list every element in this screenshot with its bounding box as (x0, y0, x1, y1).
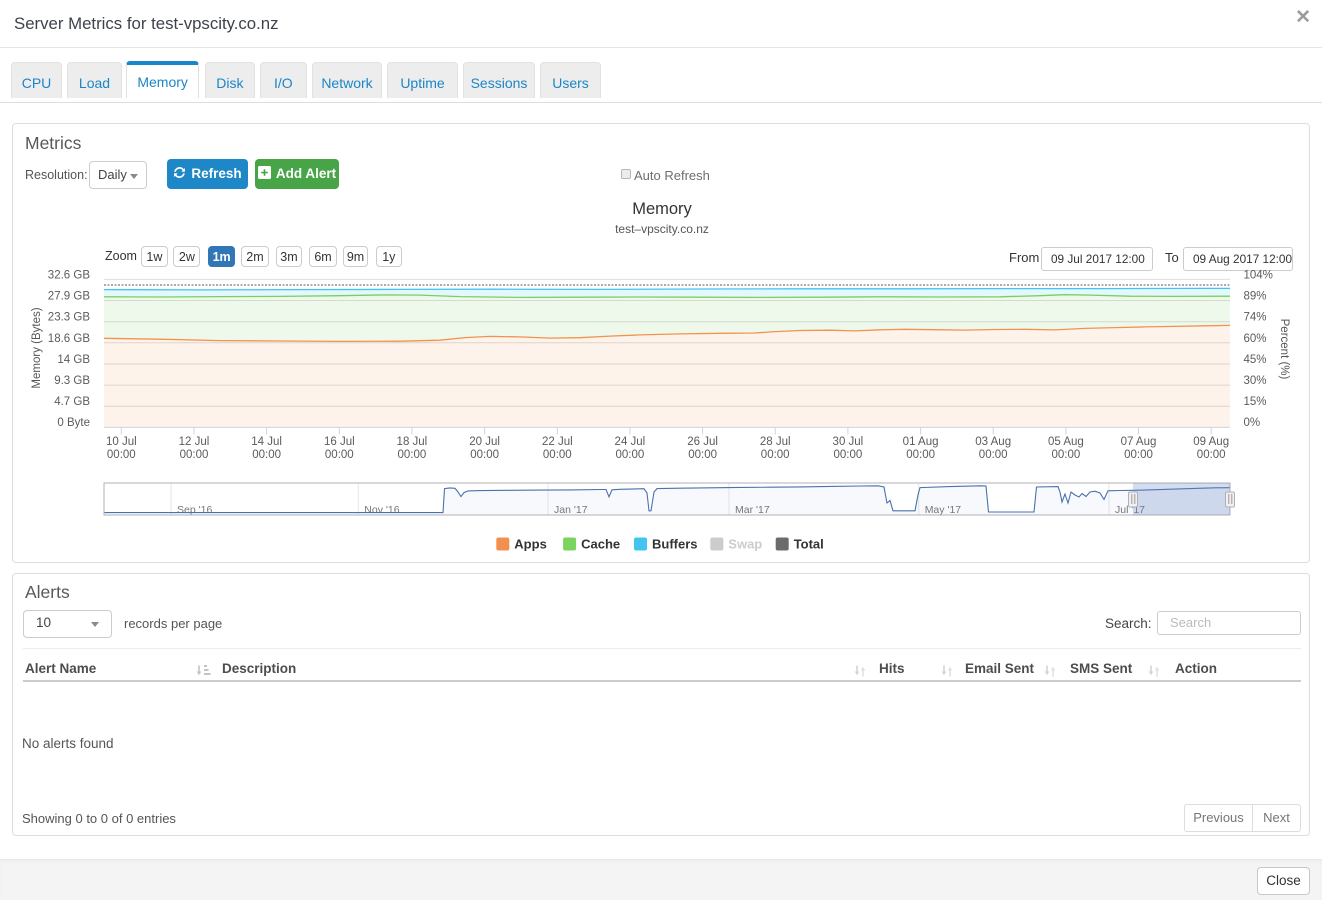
svg-text:07 Aug: 07 Aug (1121, 436, 1157, 448)
svg-text:22 Jul: 22 Jul (542, 436, 573, 448)
svg-text:00:00: 00:00 (107, 449, 136, 461)
svg-text:01 Aug: 01 Aug (903, 436, 939, 448)
svg-text:Percent (%): Percent (%) (1278, 319, 1290, 380)
svg-text:Buffers: Buffers (652, 537, 698, 552)
svg-text:60%: 60% (1244, 333, 1267, 345)
svg-text:00:00: 00:00 (688, 449, 717, 461)
svg-text:30 Jul: 30 Jul (833, 436, 864, 448)
svg-text:30%: 30% (1244, 375, 1267, 387)
svg-text:Cache: Cache (581, 537, 620, 552)
svg-text:0%: 0% (1244, 417, 1261, 429)
svg-text:0 Byte: 0 Byte (57, 417, 90, 429)
svg-text:14 Jul: 14 Jul (251, 436, 282, 448)
svg-text:Jul '17: Jul '17 (1115, 504, 1145, 516)
svg-text:Memory (Bytes): Memory (Bytes) (31, 307, 43, 388)
svg-text:20 Jul: 20 Jul (469, 436, 500, 448)
svg-text:00:00: 00:00 (252, 449, 281, 461)
svg-text:00:00: 00:00 (543, 449, 572, 461)
svg-text:23.3 GB: 23.3 GB (48, 312, 91, 324)
svg-text:16 Jul: 16 Jul (324, 436, 355, 448)
svg-text:00:00: 00:00 (616, 449, 645, 461)
svg-text:00:00: 00:00 (470, 449, 499, 461)
svg-text:18.6 GB: 18.6 GB (48, 333, 91, 345)
svg-text:26 Jul: 26 Jul (687, 436, 718, 448)
svg-text:00:00: 00:00 (325, 449, 354, 461)
svg-text:03 Aug: 03 Aug (975, 436, 1011, 448)
svg-text:Mar '17: Mar '17 (735, 504, 770, 516)
svg-text:32.6 GB: 32.6 GB (48, 270, 91, 282)
svg-text:Swap: Swap (728, 537, 762, 552)
svg-text:00:00: 00:00 (1197, 449, 1226, 461)
svg-text:27.9 GB: 27.9 GB (48, 291, 91, 303)
svg-text:9.3 GB: 9.3 GB (54, 375, 90, 387)
svg-text:00:00: 00:00 (1124, 449, 1153, 461)
svg-text:74%: 74% (1244, 312, 1267, 324)
svg-text:24 Jul: 24 Jul (615, 436, 646, 448)
svg-text:4.7 GB: 4.7 GB (54, 396, 90, 408)
svg-text:Jan '17: Jan '17 (554, 504, 588, 516)
svg-text:00:00: 00:00 (761, 449, 790, 461)
svg-text:00:00: 00:00 (1052, 449, 1081, 461)
svg-text:Total: Total (794, 537, 824, 552)
svg-text:12 Jul: 12 Jul (179, 436, 210, 448)
svg-text:00:00: 00:00 (398, 449, 427, 461)
svg-text:14 GB: 14 GB (57, 354, 90, 366)
svg-text:May '17: May '17 (925, 504, 962, 516)
svg-text:104%: 104% (1244, 270, 1273, 282)
svg-text:00:00: 00:00 (834, 449, 863, 461)
svg-text:09 Aug: 09 Aug (1193, 436, 1229, 448)
svg-text:45%: 45% (1244, 354, 1267, 366)
svg-text:28 Jul: 28 Jul (760, 436, 791, 448)
svg-text:00:00: 00:00 (979, 449, 1008, 461)
svg-text:18 Jul: 18 Jul (397, 436, 428, 448)
svg-text:15%: 15% (1244, 396, 1267, 408)
svg-text:05 Aug: 05 Aug (1048, 436, 1084, 448)
svg-text:89%: 89% (1244, 291, 1267, 303)
svg-text:00:00: 00:00 (180, 449, 209, 461)
svg-text:00:00: 00:00 (906, 449, 935, 461)
svg-text:Apps: Apps (514, 537, 547, 552)
svg-text:10 Jul: 10 Jul (106, 436, 137, 448)
